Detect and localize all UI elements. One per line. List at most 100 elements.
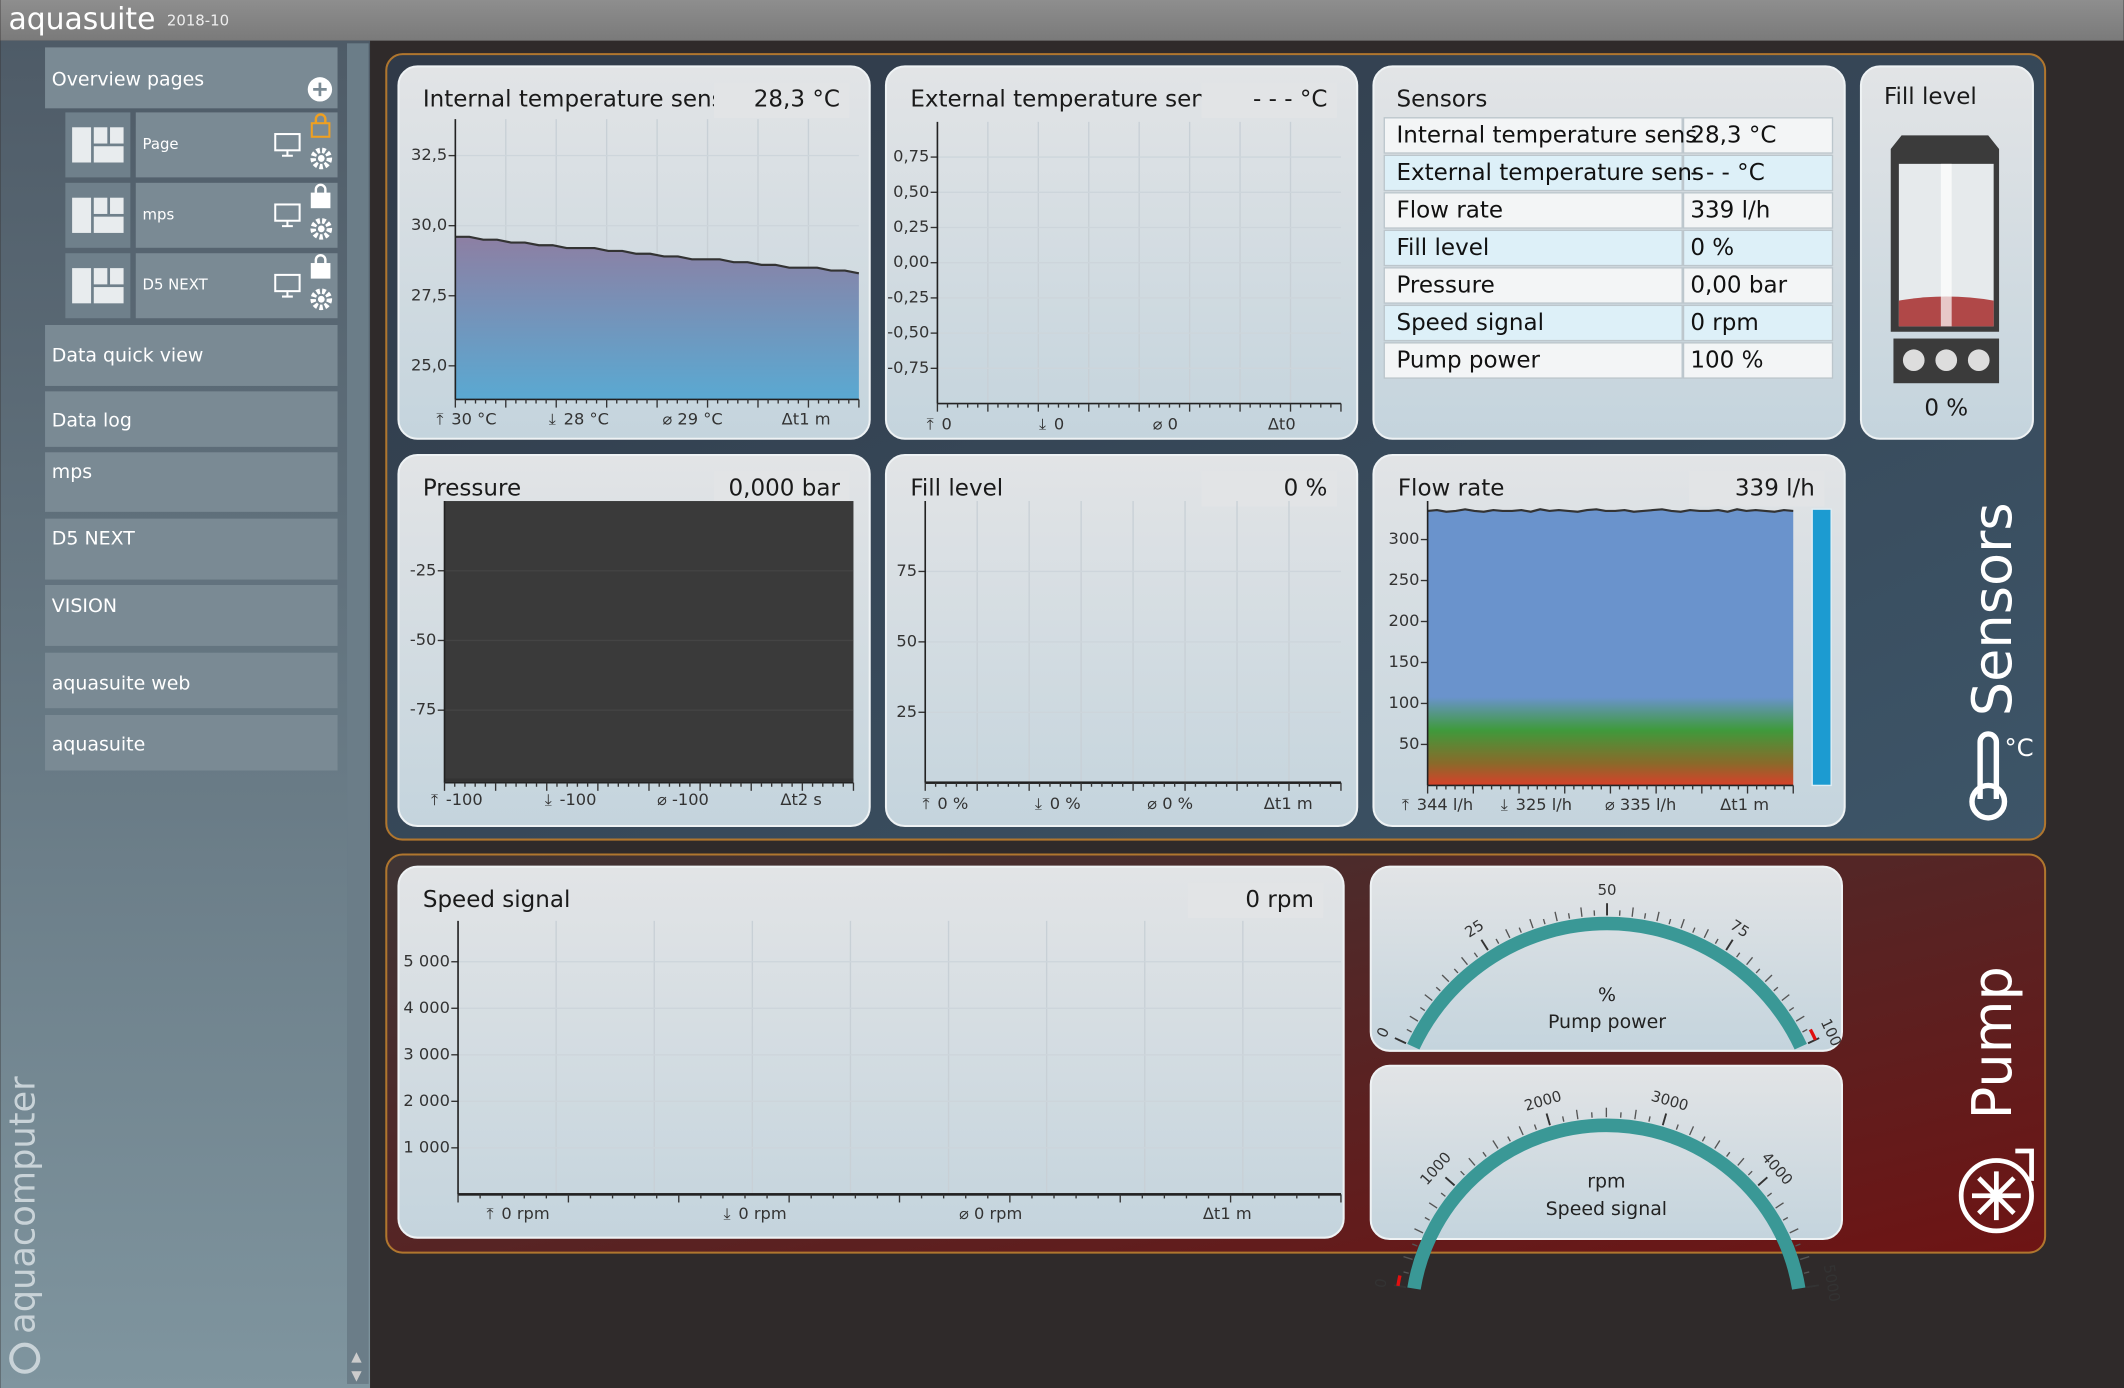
gauge-minor-tick xyxy=(1518,927,1522,933)
chart-title: Pressure xyxy=(423,475,521,501)
y-tick-label: 100 xyxy=(1388,693,1419,712)
gauge-minor-tick xyxy=(1764,974,1773,983)
gauge-minor-tick xyxy=(1529,918,1534,929)
chart-value: 339 l/h xyxy=(1735,475,1815,501)
nav-item[interactable] xyxy=(45,652,338,709)
stat-icon: ⤓ xyxy=(545,790,552,809)
stat-value: 28 °C xyxy=(564,409,609,428)
settings-icon[interactable] xyxy=(310,147,333,170)
table-cell xyxy=(1682,267,1834,304)
page-row[interactable] xyxy=(135,112,338,178)
lock-icon[interactable] xyxy=(310,192,331,209)
chart-title: Fill level xyxy=(910,475,1003,501)
gauge-minor-tick xyxy=(1492,1140,1499,1149)
gauge-minor-tick xyxy=(1424,994,1433,1002)
chart-title: Speed signal xyxy=(423,887,571,913)
settings-icon[interactable] xyxy=(310,218,333,240)
y-tick-label: -0,75 xyxy=(887,358,929,377)
gauge-minor-tick xyxy=(1656,911,1660,922)
scroll-up[interactable]: ▲ xyxy=(351,1349,362,1365)
lock-icon[interactable] xyxy=(310,263,331,279)
gauge-minor-tick xyxy=(1414,1228,1424,1234)
nav-item[interactable] xyxy=(45,714,338,771)
page-icon xyxy=(93,287,124,304)
gauge-minor-tick xyxy=(1634,1109,1637,1120)
gauge-minor-tick xyxy=(1562,1116,1565,1122)
sensor-name: Internal temperature sens xyxy=(1396,123,1697,149)
stat-icon: ⌀ xyxy=(959,1204,969,1223)
stat-value: 0 rpm xyxy=(501,1204,549,1223)
scroll-down[interactable]: ▼ xyxy=(351,1368,362,1384)
settings-icon[interactable] xyxy=(310,288,333,311)
page-row[interactable] xyxy=(135,182,338,248)
nav-item-label: aquasuite web xyxy=(52,672,191,694)
page-icon xyxy=(72,268,92,304)
title-bar xyxy=(0,0,2124,41)
pump-icon xyxy=(1958,1148,2034,1234)
y-tick-label: 4 000 xyxy=(403,998,449,1017)
gauge-minor-tick xyxy=(1782,1216,1789,1221)
y-tick-label: -50 xyxy=(410,630,437,649)
gauge-minor-tick xyxy=(1736,952,1741,958)
stat-value: 0 % xyxy=(937,794,968,813)
gauge-minor-tick xyxy=(1755,968,1761,974)
stat-icon: Δt xyxy=(780,790,797,809)
stat-value: 335 l/h xyxy=(1620,795,1676,814)
chart-value: 0 rpm xyxy=(1245,887,1313,913)
gauge-tick xyxy=(1444,1176,1456,1187)
monitor-stand xyxy=(282,291,293,298)
table-row xyxy=(1383,117,1683,154)
stat-value: 30 °C xyxy=(451,409,496,428)
nav-item-label: VISION xyxy=(52,595,117,617)
y-tick-label: 200 xyxy=(1388,611,1419,630)
stat-value: 0 rpm xyxy=(974,1204,1022,1223)
stat-value: 2 s xyxy=(798,790,822,809)
gauge-minor-tick xyxy=(1580,907,1583,917)
gauge-tick-label: 5000 xyxy=(1820,1263,1844,1303)
gauge-minor-tick xyxy=(1803,1271,1810,1274)
gauge-minor-tick xyxy=(1428,1202,1438,1209)
page-icon xyxy=(93,146,124,163)
brand: aquacomputer xyxy=(3,1076,44,1334)
gauge-tick xyxy=(1661,1113,1668,1126)
page-icon xyxy=(72,197,92,233)
sensors-unit: °C xyxy=(2004,733,2033,762)
sensors-title: Sensors xyxy=(1961,502,2024,716)
chart-title: Flow rate xyxy=(1398,475,1505,501)
nav-item-label: Data log xyxy=(52,410,132,432)
nav-item[interactable] xyxy=(45,452,338,512)
gauge-minor-tick xyxy=(1747,1170,1753,1176)
table-row xyxy=(1383,154,1683,192)
gauge-tick-label: 50 xyxy=(1598,881,1617,899)
page-icon xyxy=(93,197,108,214)
settings-hub xyxy=(317,155,325,162)
lock-icon[interactable] xyxy=(310,122,331,138)
nav-item[interactable] xyxy=(45,584,338,646)
stat-value: 1 m xyxy=(799,409,830,428)
page-row[interactable] xyxy=(135,253,338,319)
y-tick-label: -75 xyxy=(410,700,437,719)
y-tick-label: 0,25 xyxy=(893,217,929,236)
sensor-value: - - - °C xyxy=(1690,160,1764,186)
stat-icon: ⤓ xyxy=(549,409,556,428)
stat-value: 0 xyxy=(1168,415,1178,434)
gauge-minor-tick xyxy=(1419,1006,1426,1012)
title-mask xyxy=(713,471,850,507)
stat-icon: ⌀ xyxy=(1153,415,1163,434)
overview-header[interactable] xyxy=(45,47,338,109)
nav-item[interactable] xyxy=(45,324,338,386)
monitor-icon[interactable] xyxy=(274,273,301,293)
stat-value: 0 xyxy=(1054,415,1064,434)
y-tick-label: 75 xyxy=(896,561,917,580)
gauge-minor-tick xyxy=(1714,938,1719,944)
nav-item[interactable] xyxy=(45,391,338,447)
y-tick-label: 250 xyxy=(1388,570,1419,589)
scrollbar[interactable] xyxy=(347,43,369,1384)
y-tick-label: 300 xyxy=(1388,529,1419,548)
nav-item[interactable] xyxy=(45,518,338,580)
gauge-minor-tick xyxy=(1680,918,1685,929)
stat-icon: Δt xyxy=(1264,794,1281,813)
y-tick-label: 30,0 xyxy=(411,215,447,234)
tank-dot xyxy=(1935,349,1958,372)
